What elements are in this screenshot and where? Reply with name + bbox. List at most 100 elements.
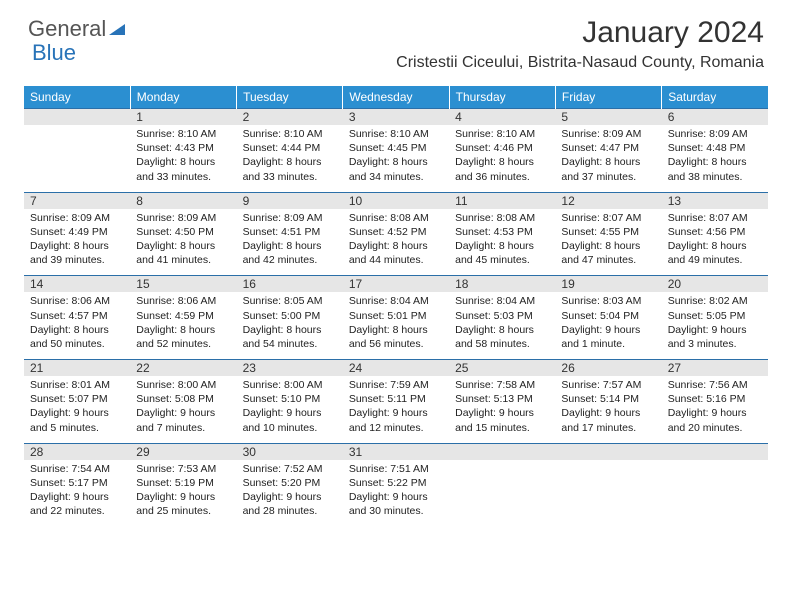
sunset-label: Sunset: — [349, 310, 388, 322]
sunrise-label: Sunrise: — [136, 295, 177, 307]
daylight-label: Daylight: — [668, 156, 712, 168]
sunset-value: 5:13 PM — [494, 393, 533, 405]
daylight-label: Daylight: — [136, 407, 180, 419]
sunset-label: Sunset: — [30, 393, 69, 405]
day-cell: Sunrise: 8:08 AMSunset: 4:53 PMDaylight:… — [449, 209, 555, 276]
sunset-value: 4:52 PM — [387, 226, 426, 238]
daylight-label: Daylight: — [561, 324, 605, 336]
daylight-label: Daylight: — [136, 491, 180, 503]
sunrise-value: 7:51 AM — [390, 463, 429, 475]
sunrise-value: 8:09 AM — [178, 212, 217, 224]
sunrise-label: Sunrise: — [455, 212, 496, 224]
sunrise-label: Sunrise: — [243, 212, 284, 224]
sunset-value: 5:11 PM — [387, 393, 425, 405]
calendar-table: SundayMondayTuesdayWednesdayThursdayFrid… — [24, 86, 768, 526]
sunrise-label: Sunrise: — [30, 295, 71, 307]
sunrise-label: Sunrise: — [136, 379, 177, 391]
sunrise-value: 8:08 AM — [497, 212, 536, 224]
sunrise-label: Sunrise: — [561, 128, 602, 140]
day-cell: Sunrise: 8:09 AMSunset: 4:50 PMDaylight:… — [130, 209, 236, 276]
day-cell: Sunrise: 8:09 AMSunset: 4:49 PMDaylight:… — [24, 209, 130, 276]
dow-header: Sunday — [24, 86, 130, 109]
sunrise-value: 8:09 AM — [284, 212, 323, 224]
day-number — [555, 443, 661, 460]
day-cell: Sunrise: 8:10 AMSunset: 4:46 PMDaylight:… — [449, 125, 555, 192]
daynum-row: 28293031 — [24, 443, 768, 460]
sunset-value: 4:53 PM — [494, 226, 533, 238]
sunset-value: 5:16 PM — [706, 393, 745, 405]
daynum-row: 78910111213 — [24, 192, 768, 209]
sunset-label: Sunset: — [136, 142, 175, 154]
day-cell: Sunrise: 8:02 AMSunset: 5:05 PMDaylight:… — [662, 292, 768, 359]
sunset-label: Sunset: — [30, 226, 69, 238]
sunrise-value: 8:02 AM — [709, 295, 748, 307]
sunset-label: Sunset: — [136, 310, 175, 322]
day-number: 26 — [555, 360, 661, 377]
sunset-label: Sunset: — [30, 310, 69, 322]
sunrise-label: Sunrise: — [349, 295, 390, 307]
sunset-value: 4:57 PM — [69, 310, 108, 322]
sunset-label: Sunset: — [136, 393, 175, 405]
sunrise-label: Sunrise: — [243, 463, 284, 475]
sunset-label: Sunset: — [455, 226, 494, 238]
sunrise-value: 8:06 AM — [178, 295, 217, 307]
sunset-label: Sunset: — [243, 477, 282, 489]
daylight-label: Daylight: — [136, 324, 180, 336]
content-row: Sunrise: 8:09 AMSunset: 4:49 PMDaylight:… — [24, 209, 768, 276]
sunrise-value: 8:04 AM — [497, 295, 536, 307]
content-row: Sunrise: 8:01 AMSunset: 5:07 PMDaylight:… — [24, 376, 768, 443]
sunrise-value: 7:59 AM — [390, 379, 429, 391]
day-cell: Sunrise: 8:03 AMSunset: 5:04 PMDaylight:… — [555, 292, 661, 359]
sunrise-value: 8:10 AM — [178, 128, 217, 140]
sunset-label: Sunset: — [30, 477, 69, 489]
sunrise-label: Sunrise: — [455, 295, 496, 307]
day-number: 24 — [343, 360, 449, 377]
sunrise-value: 7:57 AM — [603, 379, 642, 391]
sunset-value: 5:08 PM — [175, 393, 214, 405]
sunset-value: 4:48 PM — [706, 142, 745, 154]
day-cell: Sunrise: 8:07 AMSunset: 4:56 PMDaylight:… — [662, 209, 768, 276]
sunrise-value: 8:08 AM — [390, 212, 429, 224]
title-block: January 2024 Cristestii Ciceului, Bistri… — [396, 16, 764, 72]
day-number: 3 — [343, 109, 449, 126]
day-number: 5 — [555, 109, 661, 126]
day-number: 1 — [130, 109, 236, 126]
daylight-label: Daylight: — [349, 324, 393, 336]
daylight-label: Daylight: — [243, 156, 287, 168]
daylight-label: Daylight: — [668, 407, 712, 419]
sunrise-value: 8:10 AM — [390, 128, 429, 140]
day-cell: Sunrise: 8:06 AMSunset: 4:57 PMDaylight:… — [24, 292, 130, 359]
sunrise-value: 8:07 AM — [603, 212, 642, 224]
sunrise-label: Sunrise: — [136, 212, 177, 224]
sunset-value: 4:44 PM — [281, 142, 320, 154]
day-cell: Sunrise: 7:53 AMSunset: 5:19 PMDaylight:… — [130, 460, 236, 527]
sunset-value: 5:14 PM — [600, 393, 639, 405]
sunset-label: Sunset: — [136, 226, 175, 238]
day-number: 27 — [662, 360, 768, 377]
sunset-value: 4:45 PM — [387, 142, 426, 154]
sunset-value: 5:00 PM — [281, 310, 320, 322]
sunrise-value: 7:56 AM — [709, 379, 748, 391]
daylight-label: Daylight: — [243, 407, 287, 419]
day-number: 11 — [449, 192, 555, 209]
day-number: 29 — [130, 443, 236, 460]
daylight-label: Daylight: — [455, 407, 499, 419]
day-number: 30 — [237, 443, 343, 460]
sunrise-label: Sunrise: — [668, 128, 709, 140]
day-cell: Sunrise: 8:04 AMSunset: 5:01 PMDaylight:… — [343, 292, 449, 359]
sunrise-label: Sunrise: — [455, 128, 496, 140]
day-cell: Sunrise: 7:51 AMSunset: 5:22 PMDaylight:… — [343, 460, 449, 527]
sunset-value: 4:56 PM — [706, 226, 745, 238]
day-cell: Sunrise: 8:04 AMSunset: 5:03 PMDaylight:… — [449, 292, 555, 359]
day-number: 17 — [343, 276, 449, 293]
day-number: 15 — [130, 276, 236, 293]
sunset-value: 4:55 PM — [600, 226, 639, 238]
day-cell: Sunrise: 8:01 AMSunset: 5:07 PMDaylight:… — [24, 376, 130, 443]
day-number: 28 — [24, 443, 130, 460]
sunrise-value: 8:09 AM — [709, 128, 748, 140]
sunset-label: Sunset: — [243, 142, 282, 154]
day-cell — [449, 460, 555, 527]
daynum-row: 123456 — [24, 109, 768, 126]
day-number: 18 — [449, 276, 555, 293]
daylight-label: Daylight: — [561, 240, 605, 252]
